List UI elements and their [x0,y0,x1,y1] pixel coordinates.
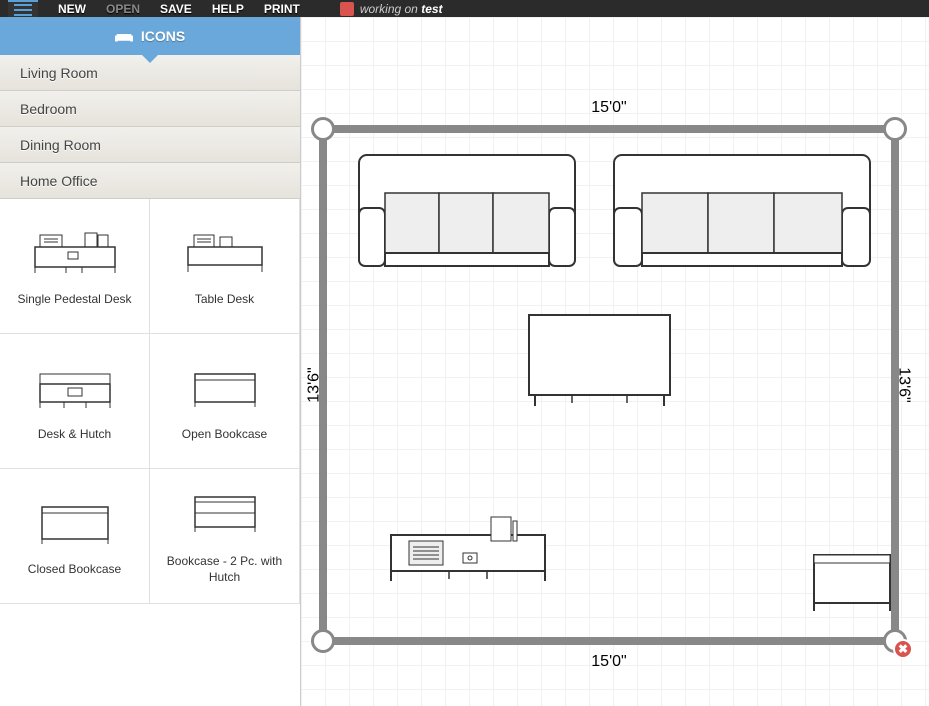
corner-handle-tr[interactable] [883,117,907,141]
open-button[interactable]: OPEN [106,2,140,16]
sidebar: ICONS Living Room Bedroom Dining Room Ho… [0,17,300,706]
item-open-bookcase[interactable]: Open Bookcase [150,334,300,469]
item-single-pedestal-desk[interactable]: Single Pedestal Desk [0,199,150,334]
floorplan-canvas[interactable]: ✖ 15'0" 15'0" 13'6" 13'6" [300,17,929,706]
dimension-left: 13'6" [306,367,324,402]
category-home-office[interactable]: Home Office [0,163,300,199]
working-file-indicator: working on test [340,2,443,16]
new-button[interactable]: NEW [58,2,86,16]
icons-tab-label: ICONS [141,28,185,44]
item-table-desk[interactable]: Table Desk [150,199,300,334]
category-bedroom[interactable]: Bedroom [0,91,300,127]
icons-tab[interactable]: ICONS [0,17,300,55]
corner-handle-bl[interactable] [311,629,335,653]
sofa-icon [115,30,133,42]
desk-hutch-icon [30,360,120,415]
item-closed-bookcase[interactable]: Closed Bookcase [0,469,150,604]
menu-icon[interactable] [8,0,38,17]
placed-bookcase[interactable] [812,553,892,613]
item-label: Bookcase - 2 Pc. with Hutch [160,554,289,585]
top-toolbar: NEW OPEN SAVE HELP PRINT working on test [0,0,929,17]
category-dining-room[interactable]: Dining Room [0,127,300,163]
save-button[interactable]: SAVE [160,2,192,16]
bookcase-hutch-icon [180,487,270,542]
placed-sofa-2[interactable] [612,153,872,268]
room-outline[interactable]: ✖ 15'0" 15'0" 13'6" 13'6" [319,125,899,645]
help-button[interactable]: HELP [212,2,244,16]
item-label: Table Desk [195,292,254,308]
dimension-bottom: 15'0" [591,653,626,671]
item-desk-hutch[interactable]: Desk & Hutch [0,334,150,469]
dimension-top: 15'0" [591,99,626,117]
desk-icon [180,225,270,280]
furniture-palette: Single Pedestal Desk Table Desk [0,199,300,604]
item-label: Single Pedestal Desk [17,292,131,308]
bookcase-icon [30,495,120,550]
delete-corner-icon[interactable]: ✖ [893,639,913,659]
dimension-right: 13'6" [894,367,912,402]
item-bookcase-2pc-hutch[interactable]: Bookcase - 2 Pc. with Hutch [150,469,300,604]
desk-icon [30,225,120,280]
placed-coffee-table[interactable] [527,313,672,408]
file-status-icon [340,2,354,16]
placed-desk[interactable] [389,513,547,583]
item-label: Open Bookcase [182,427,267,443]
item-label: Closed Bookcase [28,562,121,578]
bookcase-icon [180,360,270,415]
corner-handle-tl[interactable] [311,117,335,141]
item-label: Desk & Hutch [38,427,111,443]
print-button[interactable]: PRINT [264,2,300,16]
placed-sofa-1[interactable] [357,153,577,268]
